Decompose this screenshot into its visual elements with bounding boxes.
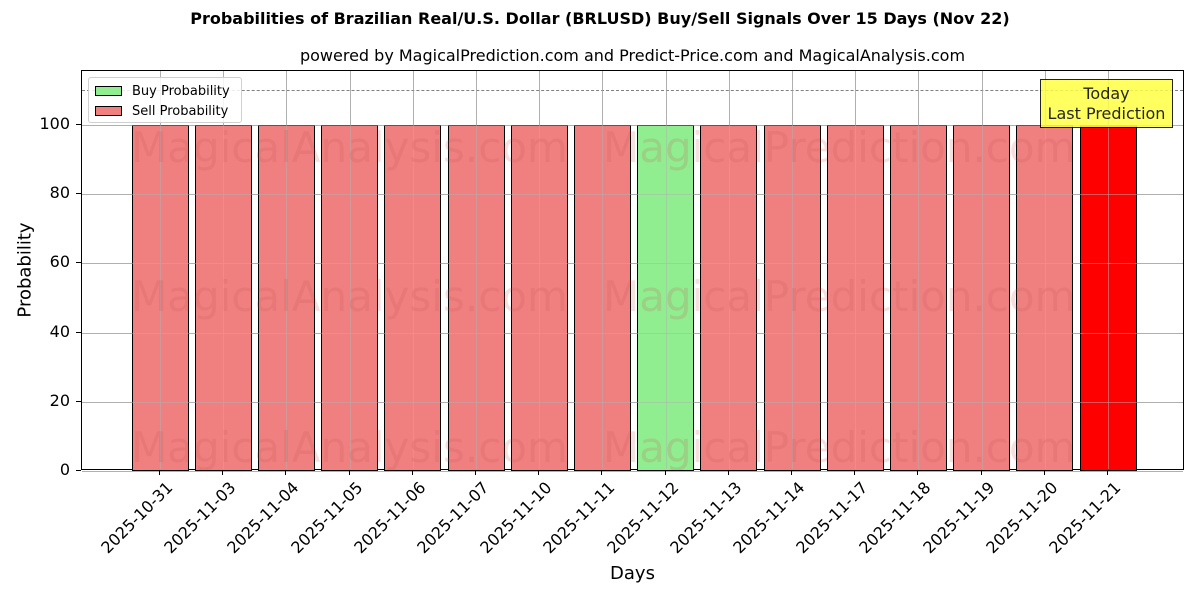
x-tick-mark	[475, 470, 476, 475]
today-annotation: Today Last Prediction	[1040, 79, 1173, 128]
gridline-vertical	[349, 71, 351, 469]
chart-subtitle: powered by MagicalPrediction.com and Pre…	[299, 46, 966, 65]
x-tick-mark	[348, 470, 350, 475]
x-tick-mark	[159, 470, 160, 475]
y-tick-mark	[76, 331, 81, 333]
gridline-vertical	[728, 71, 730, 469]
y-tick-label: 20	[49, 390, 70, 410]
legend-sell-label: Sell Probability	[132, 103, 229, 119]
legend-buy-label: Buy Probability	[132, 83, 230, 99]
today-annotation-line1: Today	[1083, 84, 1130, 103]
gridline-vertical	[665, 71, 667, 469]
y-tick-mark	[76, 124, 81, 125]
gridline-vertical	[223, 71, 225, 469]
gridline-vertical	[602, 71, 604, 469]
y-tick-mark	[76, 262, 81, 264]
gridline-vertical	[1044, 71, 1046, 469]
y-tick-label: 0	[59, 460, 70, 479]
gridline-vertical	[918, 71, 920, 469]
gridline-vertical	[792, 71, 793, 469]
gridline-vertical	[1108, 71, 1109, 469]
x-tick-mark	[980, 470, 982, 475]
gridline-horizontal	[82, 471, 1183, 472]
x-tick-mark	[727, 470, 729, 475]
x-tick-mark	[854, 470, 856, 475]
x-tick-mark	[601, 470, 603, 475]
threshold-line	[82, 90, 1183, 92]
gridline-horizontal	[82, 332, 1183, 334]
gridline-vertical	[855, 71, 857, 469]
sell-swatch-icon	[95, 106, 122, 116]
legend: Buy Probability Sell Probability	[88, 77, 242, 123]
x-tick-mark	[411, 470, 413, 475]
legend-item-buy: Buy Probability	[95, 83, 230, 99]
y-tick-mark	[76, 400, 81, 402]
y-tick-mark	[76, 193, 81, 195]
x-tick-mark	[1043, 470, 1045, 475]
y-tick-label: 100	[39, 114, 70, 133]
x-tick-mark	[664, 470, 666, 475]
buy-swatch-icon	[95, 86, 122, 96]
gridline-horizontal	[82, 401, 1183, 403]
gridline-vertical	[539, 71, 541, 469]
y-tick-mark	[76, 470, 81, 471]
y-tick-label: 80	[49, 183, 70, 203]
gridline-vertical	[286, 71, 288, 469]
x-tick-mark	[1107, 470, 1108, 475]
gridline-vertical	[476, 71, 477, 469]
gridline-vertical	[412, 71, 414, 469]
x-axis-label: Days	[610, 563, 655, 584]
gridline-horizontal	[82, 194, 1183, 196]
x-tick-mark	[222, 470, 224, 475]
chart-title: Probabilities of Brazilian Real/U.S. Dol…	[190, 9, 1010, 28]
x-tick-mark	[538, 470, 540, 475]
y-tick-label: 60	[49, 252, 70, 272]
gridline-horizontal	[82, 263, 1183, 265]
plot-area: MagicalAnalysis.comMagicalPrediction.com…	[81, 70, 1184, 472]
x-tick-mark	[285, 470, 287, 475]
x-tick-mark	[791, 470, 792, 475]
gridline-vertical	[981, 71, 983, 469]
x-tick-mark	[917, 470, 919, 475]
gridline-horizontal	[82, 125, 1183, 126]
gridline-vertical	[160, 71, 161, 469]
today-annotation-line2: Last Prediction	[1047, 104, 1166, 123]
legend-item-sell: Sell Probability	[95, 103, 228, 119]
y-tick-label: 40	[49, 321, 70, 341]
